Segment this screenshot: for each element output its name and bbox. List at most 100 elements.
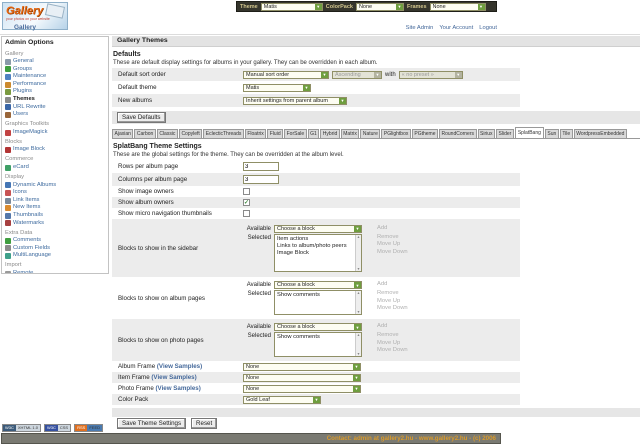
move-up-link[interactable]: Move Up — [377, 297, 401, 304]
theme-tab[interactable]: Copyleft — [178, 129, 203, 138]
theme-tab[interactable]: Hybrid — [320, 129, 340, 138]
theme-tab[interactable]: PGtheme — [411, 129, 438, 138]
listbox-scrollbar[interactable]: ▲ ▼ — [355, 333, 361, 356]
sidebar-item[interactable]: ImageMagick — [5, 129, 108, 137]
theme-tab[interactable]: RoundCorners — [438, 129, 477, 138]
user-link[interactable]: Logout — [479, 25, 497, 31]
blocks-sidebar-available-select[interactable]: Choose a block ▼ — [274, 224, 362, 233]
remove-link[interactable]: Remove — [377, 290, 399, 296]
user-link[interactable]: Site Admin — [405, 25, 434, 31]
show-image-owners-checkbox[interactable] — [243, 188, 250, 195]
frames-select[interactable]: None ▼ — [429, 2, 486, 11]
gallery-logo[interactable]: Gallery your photos on your website — [2, 2, 68, 30]
theme-tab[interactable]: Classic — [156, 129, 178, 138]
add-link[interactable]: Add — [377, 323, 388, 329]
theme-tab[interactable]: Nature — [360, 129, 381, 138]
sidebar-item[interactable]: New Items — [5, 204, 108, 212]
sidebar-item[interactable]: MultiLanguage — [5, 252, 108, 260]
save-defaults-button[interactable]: Save Defaults — [117, 112, 166, 123]
move-up-link[interactable]: Move Up — [377, 339, 401, 346]
sidebar-item[interactable]: General — [5, 58, 108, 66]
theme-tab[interactable]: Matrix — [340, 129, 360, 138]
add-link[interactable]: Add — [377, 281, 388, 287]
sidebar-item[interactable]: Performance — [5, 81, 108, 89]
sidebar-item[interactable]: Thumbnails — [5, 212, 108, 220]
theme-tab[interactable]: G1 — [307, 129, 320, 138]
validator-badge[interactable]: W3C CSS — [43, 424, 72, 432]
theme-tab[interactable]: WordpressEmbedded — [573, 129, 627, 138]
listbox-option[interactable]: Item actions — [277, 235, 309, 242]
theme-select[interactable]: Matis ▼ — [260, 2, 323, 11]
theme-tab[interactable]: Carbon — [134, 129, 156, 138]
theme-tab[interactable]: Floatrix — [244, 129, 267, 138]
blocks-sidebar-selected-listbox[interactable]: ▲ ▼ Item actions Links to album/photo peer… — [274, 233, 362, 272]
sidebar-item[interactable]: Blocks — [5, 137, 108, 146]
show-micro-nav-checkbox[interactable] — [243, 210, 250, 217]
blocks-photo-selected-listbox[interactable]: ▲ ▼ Show comments — [274, 332, 362, 357]
view-samples-link[interactable]: (View Samples) — [156, 363, 203, 370]
remove-link[interactable]: Remove — [377, 332, 399, 338]
move-down-link[interactable]: Move Down — [377, 347, 408, 353]
theme-tab[interactable]: Ajaxian — [112, 129, 134, 138]
listbox-option[interactable]: Links to album/photo peers — [277, 242, 347, 249]
theme-tab[interactable]: PGlightbox — [381, 129, 411, 138]
sidebar-item[interactable]: Remote — [5, 270, 108, 273]
new-albums-select[interactable]: Inherit settings from parent album ▼ — [243, 96, 347, 105]
sidebar-item[interactable]: Link Items — [5, 197, 108, 205]
theme-tab[interactable]: Fluid — [267, 129, 284, 138]
theme-tab[interactable]: Tile — [559, 129, 573, 138]
validator-badge[interactable]: RSS FEED — [74, 424, 104, 432]
remove-link[interactable]: Remove — [377, 233, 399, 240]
theme-tab[interactable]: ForSale — [284, 129, 307, 138]
default-sort-order-select[interactable]: Manual sort order ▼ — [243, 70, 329, 79]
theme-tab[interactable]: Siriux — [477, 129, 496, 138]
album-frame-select[interactable]: None ▼ — [243, 362, 361, 371]
columns-per-page-input[interactable] — [243, 175, 279, 184]
blocks-photo-available-select[interactable]: Choose a block ▼ — [274, 323, 362, 331]
sidebar-item[interactable]: Maintenance — [5, 73, 108, 81]
validator-badge[interactable]: W3C XHTML 1.0 — [2, 424, 41, 432]
sidebar-item[interactable]: Extra Data — [5, 228, 108, 237]
listbox-option[interactable]: Image Block — [277, 249, 309, 256]
sidebar-item[interactable]: Custom Fields — [5, 245, 108, 253]
listbox-option[interactable]: Show comments — [277, 292, 320, 298]
listbox-scrollbar[interactable]: ▲ ▼ — [355, 234, 361, 271]
sidebar-item[interactable]: Gallery — [5, 49, 108, 58]
rows-per-page-input[interactable] — [243, 162, 279, 171]
add-link[interactable]: Add — [377, 224, 388, 231]
default-theme-select[interactable]: Matis ▼ — [243, 83, 311, 92]
theme-tab[interactable]: Slider — [496, 129, 514, 138]
reset-button[interactable]: Reset — [191, 418, 218, 429]
blocks-album-selected-listbox[interactable]: ▲ ▼ Show comments — [274, 290, 362, 315]
colorpack-select[interactable]: None ▼ — [355, 2, 404, 11]
sidebar-item[interactable]: Users — [5, 111, 108, 119]
save-theme-settings-button[interactable]: Save Theme Settings — [117, 418, 187, 429]
sidebar-item[interactable]: Watermarks — [5, 220, 108, 228]
move-down-link[interactable]: Move Down — [377, 305, 408, 311]
color-pack-select[interactable]: Gold Leaf ▼ — [243, 395, 321, 404]
theme-tab[interactable]: SplatBang — [514, 127, 544, 138]
sidebar-item[interactable]: Import — [5, 261, 108, 270]
sidebar-item[interactable]: Graphics Toolkits — [5, 120, 108, 129]
listbox-scrollbar[interactable]: ▲ ▼ — [355, 291, 361, 314]
sidebar-item[interactable]: Groups — [5, 66, 108, 74]
sidebar-item[interactable]: Image Block — [5, 146, 108, 154]
blocks-album-available-select[interactable]: Choose a block ▼ — [274, 281, 362, 289]
sidebar-item[interactable]: Commerce — [5, 155, 108, 164]
sidebar-item[interactable]: Dynamic Albums — [5, 182, 108, 190]
listbox-option[interactable]: Show comments — [277, 334, 320, 340]
sidebar-item[interactable]: Themes — [5, 96, 108, 104]
theme-tab[interactable]: Sun — [544, 129, 559, 138]
sidebar-item[interactable]: eCard — [5, 164, 108, 172]
breadcrumb[interactable]: Gallery — [14, 24, 37, 31]
sidebar-item[interactable]: Comments — [5, 237, 108, 245]
sidebar-item[interactable]: Icons — [5, 189, 108, 197]
view-samples-link[interactable]: (View Samples) — [155, 385, 201, 392]
show-album-owners-checkbox[interactable] — [243, 199, 250, 206]
sidebar-item[interactable]: Display — [5, 173, 108, 182]
sidebar-item[interactable]: URL Rewrite — [5, 104, 108, 112]
theme-tab[interactable]: EclecticThreads — [203, 129, 244, 138]
view-samples-link[interactable]: (View Samples) — [151, 374, 197, 381]
sidebar-item[interactable]: Plugins — [5, 88, 108, 96]
move-up-link[interactable]: Move Up — [377, 241, 401, 247]
